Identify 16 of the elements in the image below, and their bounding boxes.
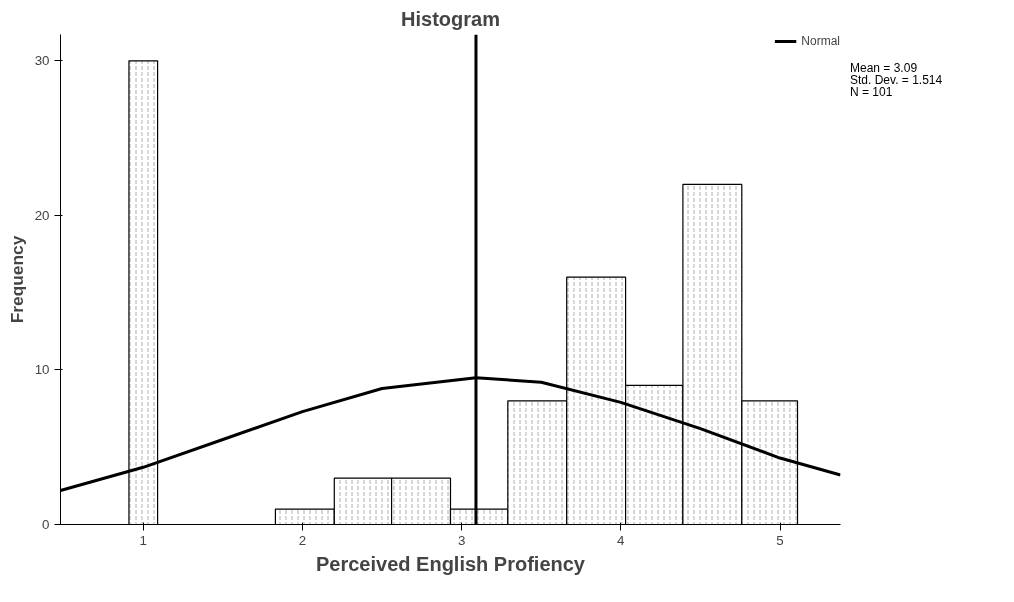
- chart-title: Histogram: [401, 7, 500, 30]
- y-tick-label: 10: [34, 362, 50, 378]
- x-axis-title: Perceived English Profiency: [316, 552, 586, 575]
- x-tick-label: 5: [776, 532, 784, 548]
- y-tick-label: 0: [42, 517, 50, 532]
- x-tick-label: 4: [617, 532, 626, 548]
- x-tick-label: 1: [139, 532, 147, 548]
- x-tick-label: 2: [298, 532, 307, 548]
- y-tick-label: 30: [34, 53, 50, 69]
- text: N = 101: [850, 85, 893, 99]
- text: Mean = 3.09: [850, 61, 918, 75]
- x-tick-label: 3: [457, 532, 466, 548]
- legend-label: Normal: [801, 34, 840, 48]
- y-tick-label: 20: [34, 207, 50, 223]
- text: Std. Dev. = 1.514: [850, 73, 943, 87]
- y-axis-title: Frequency: [6, 235, 27, 324]
